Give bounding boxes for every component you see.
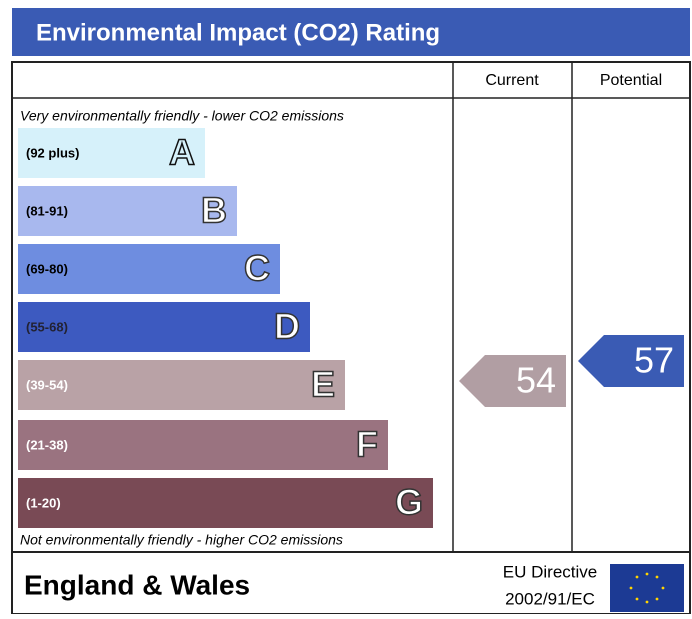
potential-header: Potential bbox=[600, 72, 662, 89]
band-bar bbox=[18, 478, 433, 528]
bottom-note: Not environmentally friendly - higher CO… bbox=[20, 532, 343, 548]
top-note: Very environmentally friendly - lower CO… bbox=[20, 108, 344, 124]
band-letter: E bbox=[311, 364, 335, 405]
band-range: (69-80) bbox=[26, 261, 68, 276]
band-bar bbox=[18, 360, 345, 410]
title-bar bbox=[12, 8, 690, 56]
potential-arrow bbox=[578, 335, 684, 387]
eu-stars bbox=[629, 572, 665, 604]
current-arrow bbox=[459, 355, 566, 407]
directive: EU Directive bbox=[503, 562, 597, 581]
band-bar bbox=[18, 186, 237, 236]
band-range: (1-20) bbox=[26, 495, 61, 510]
eu-flag bbox=[610, 564, 684, 612]
band-bar bbox=[18, 244, 280, 294]
band-bar bbox=[18, 302, 310, 352]
band-range: (21-38) bbox=[26, 437, 68, 452]
band-letter: A bbox=[169, 132, 195, 173]
directive: 2002/91/EC bbox=[505, 589, 595, 608]
potential-value: 57 bbox=[634, 340, 674, 381]
band-range: (92 plus) bbox=[26, 145, 79, 160]
band-letter: B bbox=[201, 190, 227, 231]
band-range: (81-91) bbox=[26, 203, 68, 218]
band-range: (55-68) bbox=[26, 319, 68, 334]
region: England & Wales bbox=[24, 569, 250, 600]
band-range: (39-54) bbox=[26, 377, 68, 392]
band-bar bbox=[18, 420, 388, 470]
current-header: Current bbox=[485, 72, 539, 89]
title: Environmental Impact (CO2) Rating bbox=[36, 19, 440, 46]
band-letter: G bbox=[395, 482, 423, 523]
band-letter: D bbox=[274, 306, 300, 347]
band-letter: F bbox=[356, 424, 378, 465]
band-bar bbox=[18, 128, 205, 178]
current-value: 54 bbox=[516, 360, 556, 401]
band-letter: C bbox=[244, 248, 270, 289]
